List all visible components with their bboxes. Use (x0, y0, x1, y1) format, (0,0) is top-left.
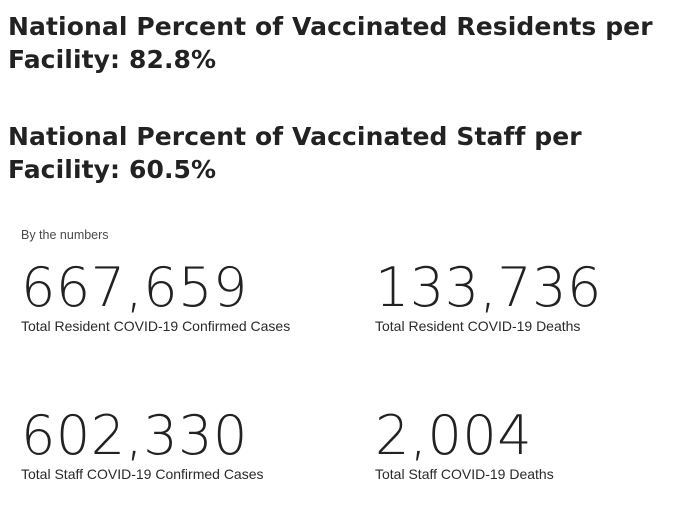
stat-value: 667,659 (21, 256, 248, 319)
stat-resident-confirmed-cases: 667,659 Total Resident COVID-19 Confirme… (21, 256, 341, 335)
residents-vaccinated-headline: National Percent of Vaccinated Residents… (8, 12, 653, 74)
stat-caption: Total Staff COVID-19 Deaths (375, 466, 554, 482)
stat-caption: Total Staff COVID-19 Confirmed Cases (21, 466, 264, 482)
stat-caption: Total Resident COVID-19 Deaths (375, 318, 581, 334)
stat-caption: Total Resident COVID-19 Confirmed Cases (21, 318, 291, 334)
staff-vaccinated-headline: National Percent of Vaccinated Staff per… (8, 122, 582, 184)
by-the-numbers-section: By the numbers 667,659 Total Resident CO… (0, 228, 698, 514)
stat-resident-deaths: 133,736 Total Resident COVID-19 Deaths (375, 256, 695, 335)
stat-value: 602,330 (21, 404, 248, 467)
stat-staff-deaths: 2,004 Total Staff COVID-19 Deaths (375, 404, 695, 483)
stat-value: 2,004 (375, 404, 533, 467)
stat-staff-confirmed-cases: 602,330 Total Staff COVID-19 Confirmed C… (21, 404, 341, 483)
by-the-numbers-label: By the numbers (21, 228, 109, 242)
stat-value: 133,736 (375, 256, 602, 319)
